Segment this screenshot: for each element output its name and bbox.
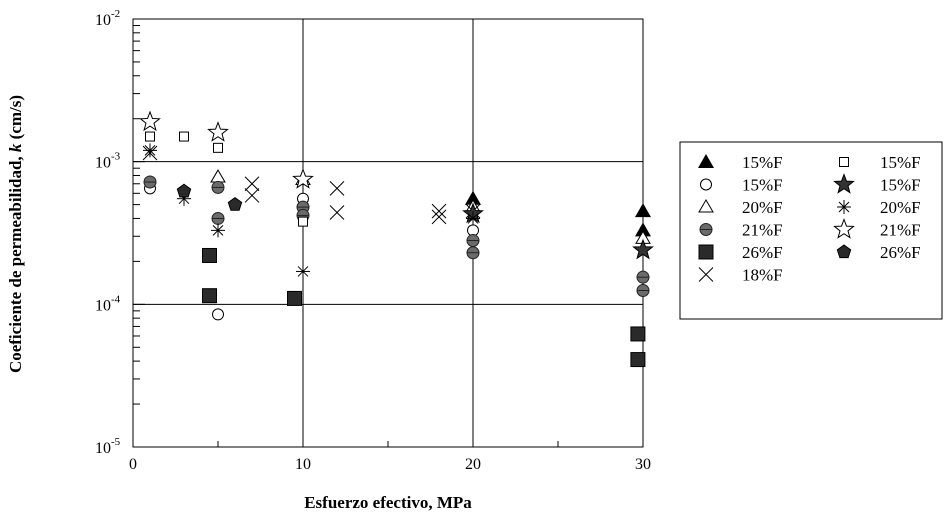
data-point-x — [244, 188, 260, 203]
data-point-asterisk — [143, 143, 157, 158]
data-point-square-open — [179, 131, 189, 142]
legend-marker-asterisk — [837, 200, 851, 214]
data-point-triangle-filled — [635, 203, 651, 218]
legend-marker-square-filled — [698, 244, 714, 260]
x-axis-title: Esfuerzo efectivo, MPa — [304, 493, 472, 512]
data-point-x — [431, 209, 447, 225]
data-point-triangle-filled — [465, 190, 481, 205]
data-point-circle-filled — [466, 246, 480, 260]
legend-label: 15%F — [880, 153, 921, 172]
legend-marker-x — [698, 267, 714, 282]
legend-label: 15%F — [742, 153, 783, 172]
legend-label: 20%F — [880, 198, 921, 217]
data-point-circle-open — [212, 308, 224, 321]
y-tick-label: 10-5 — [95, 436, 121, 457]
data-point-pentagon-filled — [227, 196, 243, 211]
legend-label: 21%F — [880, 221, 921, 240]
data-point-square-open — [145, 131, 155, 142]
legend-box — [679, 141, 943, 320]
legend-label: 26%F — [742, 243, 783, 262]
y-tick-label: 10-2 — [95, 8, 120, 29]
grid-lines — [133, 19, 644, 447]
legend: 15%F 15%F 20%F 21%F 26%F 18%F 15%F 15%F 20%F 21%F… — [698, 153, 921, 285]
data-point-star-open — [207, 121, 229, 142]
data-point-star-open — [292, 168, 314, 189]
data-point-star-filled — [632, 238, 654, 260]
legend-marker-circle-filled — [699, 223, 713, 236]
x-tick-label: 0 — [129, 456, 137, 473]
minor-tick-marks — [132, 25, 644, 448]
y-tick-label: 10-4 — [95, 293, 121, 314]
legend-label: 20%F — [742, 198, 783, 217]
data-point-circle-filled — [211, 180, 225, 194]
data-point-x — [329, 181, 345, 196]
data-point-square-open — [213, 142, 223, 153]
x-axis-tick-labels: 0 10 20 30 — [129, 456, 651, 473]
data-point-pentagon-filled — [176, 183, 192, 198]
legend-label: 15%F — [742, 176, 783, 195]
legend-marker-pentagon-filled — [836, 244, 852, 259]
legend-marker-star-open — [833, 218, 855, 239]
legend-marker-square-open — [839, 157, 849, 167]
data-point-square-filled — [202, 288, 217, 304]
data-point-square-filled — [287, 290, 302, 306]
data-point-square-open — [298, 216, 308, 227]
data-point-circle-filled — [211, 211, 225, 225]
legend-marker-star-filled — [833, 173, 855, 194]
x-tick-label: 10 — [295, 456, 311, 473]
legend-label: 15%F — [880, 176, 921, 195]
data-point-circle-filled — [636, 284, 650, 298]
legend-marker-triangle-filled — [698, 154, 714, 168]
data-point-x — [244, 176, 260, 192]
legend-marker-circle-open — [700, 178, 712, 191]
legend-label: 18%F — [742, 266, 783, 285]
x-tick-label: 30 — [635, 456, 651, 473]
data-point-asterisk — [466, 211, 480, 226]
legend-label: 26%F — [880, 243, 921, 262]
data-point-square-filled — [630, 352, 646, 368]
data-point-circle-filled — [636, 270, 650, 284]
data-point-x — [329, 205, 345, 220]
data-point-circle-filled — [143, 175, 157, 189]
data-point-circle-filled — [466, 234, 480, 248]
data-point-asterisk — [296, 264, 310, 279]
y-axis-tick-labels: 10-5 10-4 10-3 10-2 — [95, 8, 121, 457]
data-point-square-filled — [202, 247, 217, 263]
data-point-triangle-filled — [635, 222, 651, 237]
y-axis-title: Coeficiente de permeabilidad, k (cm/s) — [6, 95, 25, 373]
legend-label: 21%F — [742, 221, 783, 240]
data-point-x — [431, 203, 447, 219]
data-point-square-filled — [630, 326, 646, 342]
data-point-triangle-open — [210, 169, 226, 183]
x-tick-label: 20 — [465, 456, 481, 473]
legend-marker-triangle-open — [698, 199, 714, 213]
data-points — [139, 110, 654, 368]
data-point-asterisk — [211, 223, 225, 238]
data-point-star-open — [139, 110, 161, 132]
plot-frame — [132, 18, 644, 448]
y-tick-label: 10-3 — [95, 151, 121, 172]
